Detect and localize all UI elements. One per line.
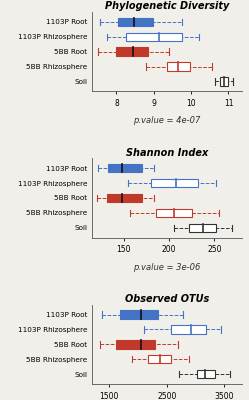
Text: p.value = 4e-07: p.value = 4e-07 xyxy=(133,116,200,126)
Bar xyxy=(171,325,206,334)
Bar xyxy=(151,179,198,187)
Bar xyxy=(108,164,142,172)
Bar xyxy=(116,340,155,348)
Bar xyxy=(107,194,142,202)
Bar xyxy=(120,310,158,319)
Bar xyxy=(126,32,182,41)
Bar xyxy=(156,209,192,217)
Title: Observed OTUs: Observed OTUs xyxy=(125,294,209,304)
Bar xyxy=(148,355,171,364)
Bar xyxy=(167,62,190,71)
Title: Phylogenetic Diversity: Phylogenetic Diversity xyxy=(105,1,229,11)
Bar xyxy=(197,370,215,378)
Bar xyxy=(117,48,148,56)
Text: p.value = 3e-06: p.value = 3e-06 xyxy=(133,263,200,272)
Title: Shannon Index: Shannon Index xyxy=(126,148,208,158)
Bar xyxy=(220,77,228,86)
Bar xyxy=(189,224,216,232)
Bar xyxy=(118,18,153,26)
